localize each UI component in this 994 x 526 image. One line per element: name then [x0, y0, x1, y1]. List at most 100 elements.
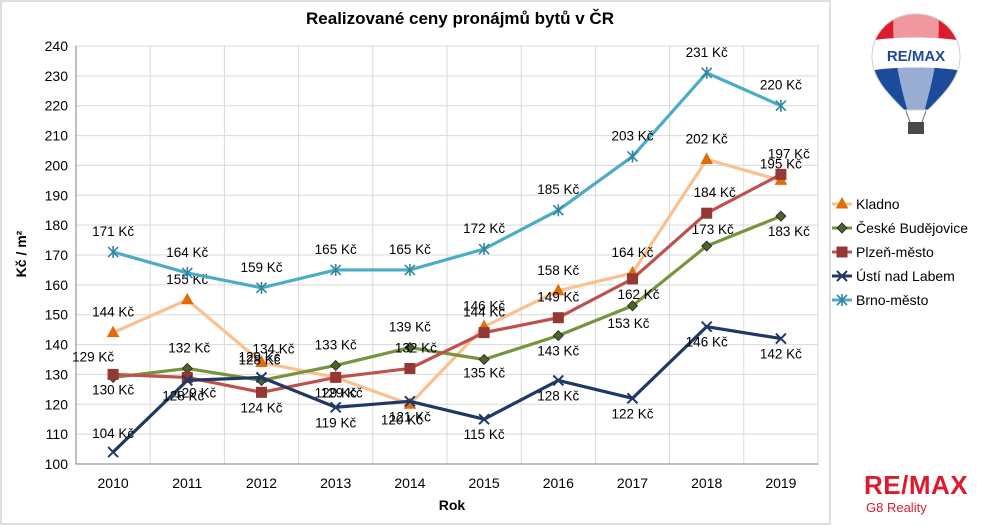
data-label: 134 Kč — [252, 341, 294, 356]
data-label: 129 Kč — [321, 385, 363, 400]
data-label: 197 Kč — [768, 146, 810, 161]
legend-item: Plzeň-město — [832, 244, 934, 260]
data-label: 159 Kč — [240, 260, 282, 275]
data-point — [107, 246, 119, 259]
data-point — [404, 263, 416, 276]
data-point — [404, 362, 416, 374]
data-label: 135 Kč — [463, 366, 505, 381]
x-tick-label: 2010 — [98, 475, 129, 491]
series-line — [112, 71, 782, 290]
data-label: 158 Kč — [537, 263, 579, 278]
data-point — [106, 325, 120, 338]
data-label: 171 Kč — [92, 224, 134, 239]
data-point — [775, 99, 787, 112]
data-label: 133 Kč — [315, 337, 357, 352]
series-2: 130 Kč 129 Kč 124 Kč 129 Kč 132 Kč 144 Kč 149 … — [92, 146, 810, 415]
data-label: 172 Kč — [463, 221, 505, 236]
brand-office: G8 Reality — [866, 500, 927, 515]
y-tick-label: 200 — [45, 157, 69, 173]
data-label: 119 Kč — [315, 415, 356, 430]
y-tick-label: 220 — [45, 98, 69, 114]
data-point — [552, 330, 564, 342]
x-tick-label: 2017 — [617, 475, 648, 491]
series-1: 129 Kč 132 Kč 128 Kč 133 Kč 139 Kč 135 Kč 143 … — [72, 210, 810, 386]
data-label: 129 Kč — [174, 385, 216, 400]
data-label: 121 Kč — [389, 409, 431, 424]
y-tick-label: 230 — [45, 68, 69, 84]
data-label: 185 Kč — [537, 182, 579, 197]
data-label: 122 Kč — [611, 406, 653, 421]
data-label: 144 Kč — [92, 305, 134, 320]
remax-balloon-logo: RE/MAX — [866, 10, 966, 140]
data-point — [551, 283, 565, 296]
data-point — [330, 359, 342, 372]
data-point — [330, 263, 342, 276]
data-label: 144 Kč — [463, 305, 505, 320]
data-point — [107, 446, 119, 458]
data-label: 130 Kč — [92, 382, 134, 397]
data-point — [775, 332, 787, 345]
data-label: 195 Kč — [760, 156, 802, 171]
data-point — [107, 368, 119, 380]
data-point — [775, 168, 787, 180]
series-line — [112, 214, 782, 382]
y-tick-label: 240 — [45, 38, 69, 54]
data-point — [478, 413, 490, 425]
data-point — [836, 270, 848, 282]
brand-name: RE/MAX — [864, 470, 969, 500]
legend-label: Kladno — [856, 196, 900, 212]
data-label: 162 Kč — [617, 287, 659, 302]
data-label: 164 Kč — [611, 245, 653, 260]
y-tick-label: 150 — [45, 307, 69, 323]
svg-text:RE/MAX: RE/MAX — [887, 48, 945, 65]
y-tick-label: 100 — [45, 456, 69, 472]
x-tick-label: 2016 — [543, 475, 574, 491]
data-label: 124 Kč — [240, 400, 282, 415]
data-point — [478, 327, 490, 339]
y-tick-label: 140 — [45, 337, 69, 353]
legend-item: Ústí nad Labem — [832, 268, 955, 284]
y-axis-label: Kč / m² — [13, 230, 29, 277]
data-point — [700, 320, 713, 333]
data-label: 165 Kč — [315, 242, 357, 257]
data-label: 149 Kč — [537, 290, 579, 305]
data-label: 132 Kč — [395, 340, 437, 355]
data-label: 104 Kč — [92, 426, 134, 441]
data-label: 183 Kč — [768, 224, 810, 239]
data-point — [256, 386, 267, 398]
series-line — [112, 157, 782, 406]
data-point — [181, 266, 193, 279]
data-point — [404, 395, 416, 408]
x-tick-label: 2015 — [469, 475, 500, 491]
data-label: 184 Kč — [694, 185, 736, 200]
series-line — [111, 325, 782, 454]
data-point — [836, 246, 848, 258]
y-tick-label: 190 — [45, 187, 69, 203]
legend-label: Ústí nad Labem — [856, 268, 955, 284]
legend: Kladno České Budějovice Plzeň-město Ústí na… — [832, 196, 968, 308]
y-tick-label: 180 — [45, 217, 69, 233]
data-label: 139 Kč — [389, 320, 431, 335]
y-tick-label: 120 — [45, 396, 69, 412]
data-label: 129 Kč — [315, 385, 357, 400]
y-tick-label: 210 — [45, 128, 69, 144]
data-label: 128 Kč — [537, 388, 579, 403]
data-point — [626, 392, 639, 405]
data-point — [835, 196, 849, 209]
data-point — [329, 401, 342, 413]
x-tick-label: 2011 — [172, 475, 202, 491]
legend-item: Brno-město — [832, 292, 929, 308]
data-label: 146 Kč — [463, 299, 505, 314]
data-point — [701, 240, 713, 252]
data-point — [478, 353, 490, 366]
data-label: 203 Kč — [611, 128, 653, 143]
data-label: 142 Kč — [760, 347, 802, 362]
data-label: 128 Kč — [238, 352, 280, 367]
x-tick-label: 2013 — [320, 475, 351, 491]
y-tick-label: 160 — [45, 277, 69, 293]
legend-item: Kladno — [832, 196, 900, 212]
legend-item: České Budějovice — [832, 220, 968, 236]
data-point — [775, 210, 787, 222]
y-tick-label: 170 — [45, 247, 69, 263]
